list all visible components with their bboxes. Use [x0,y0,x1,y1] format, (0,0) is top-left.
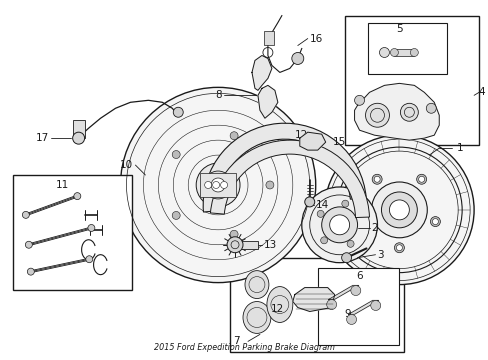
Circle shape [324,135,473,285]
Circle shape [416,174,426,184]
Circle shape [326,300,336,310]
Circle shape [321,207,357,243]
Text: 12: 12 [294,130,307,140]
Polygon shape [258,85,277,118]
Circle shape [354,95,364,105]
Text: 9: 9 [344,310,350,319]
Circle shape [388,200,408,220]
Circle shape [22,211,29,219]
Text: 2015 Ford Expedition Parking Brake Diagram: 2015 Ford Expedition Parking Brake Diagr… [153,343,334,352]
Polygon shape [328,285,358,300]
Text: 4: 4 [477,87,484,97]
Text: 15: 15 [332,137,345,147]
Circle shape [203,171,232,199]
Circle shape [212,181,219,189]
Polygon shape [354,84,438,140]
Text: 8: 8 [215,90,222,100]
Circle shape [371,182,427,238]
Circle shape [172,150,180,158]
Circle shape [27,268,34,275]
Bar [229,258,404,352]
Circle shape [204,181,211,189]
Circle shape [409,49,417,57]
Text: 3: 3 [377,250,384,260]
Text: 1: 1 [456,143,463,153]
Polygon shape [251,55,271,90]
Circle shape [426,103,435,113]
Circle shape [373,176,379,182]
Circle shape [371,174,381,184]
Circle shape [173,107,183,117]
Circle shape [196,163,240,207]
Circle shape [172,211,180,219]
Circle shape [400,103,417,121]
Circle shape [211,178,224,192]
Polygon shape [299,132,325,150]
Circle shape [365,103,388,127]
Circle shape [304,197,314,207]
Circle shape [320,237,327,244]
Text: 13: 13 [264,240,277,250]
Ellipse shape [243,302,270,333]
Circle shape [370,301,380,310]
Bar [200,173,236,197]
Ellipse shape [244,271,268,298]
Text: 17: 17 [36,133,49,143]
Circle shape [379,48,388,58]
Text: 16: 16 [309,33,323,44]
Circle shape [396,245,402,251]
Polygon shape [292,288,334,311]
Circle shape [341,253,351,263]
Text: 14: 14 [315,200,328,210]
Text: 11: 11 [56,180,69,190]
Circle shape [230,230,238,238]
Circle shape [291,53,303,64]
Circle shape [394,243,404,253]
Text: 6: 6 [356,271,362,281]
Bar [13,175,132,289]
Ellipse shape [266,287,292,323]
Circle shape [431,219,438,225]
Circle shape [389,49,398,57]
Bar [264,31,273,45]
Circle shape [74,193,81,199]
Circle shape [317,210,324,217]
Circle shape [381,192,416,228]
Bar [73,120,84,138]
Text: 5: 5 [395,24,402,33]
Circle shape [226,237,243,253]
Circle shape [360,219,366,225]
Circle shape [329,215,349,235]
Circle shape [346,315,356,324]
Circle shape [85,256,93,263]
Text: 10: 10 [120,160,133,170]
Circle shape [418,176,424,182]
Bar [394,49,413,57]
Polygon shape [348,300,378,314]
Bar [317,268,399,345]
Circle shape [429,217,440,226]
Circle shape [350,285,360,296]
Circle shape [88,225,95,231]
Circle shape [220,181,227,189]
Text: 7: 7 [233,336,239,346]
Circle shape [25,241,32,248]
Wedge shape [203,123,366,212]
Circle shape [346,240,353,247]
Bar [367,23,447,75]
Text: 12: 12 [271,305,284,315]
Circle shape [120,87,315,283]
Circle shape [358,217,367,226]
Wedge shape [210,140,369,217]
Circle shape [341,200,348,207]
Circle shape [230,132,238,140]
Circle shape [301,187,377,263]
Circle shape [265,181,273,189]
Circle shape [73,132,84,144]
Text: 2: 2 [371,223,377,233]
Bar [229,241,258,249]
Bar [344,15,478,145]
